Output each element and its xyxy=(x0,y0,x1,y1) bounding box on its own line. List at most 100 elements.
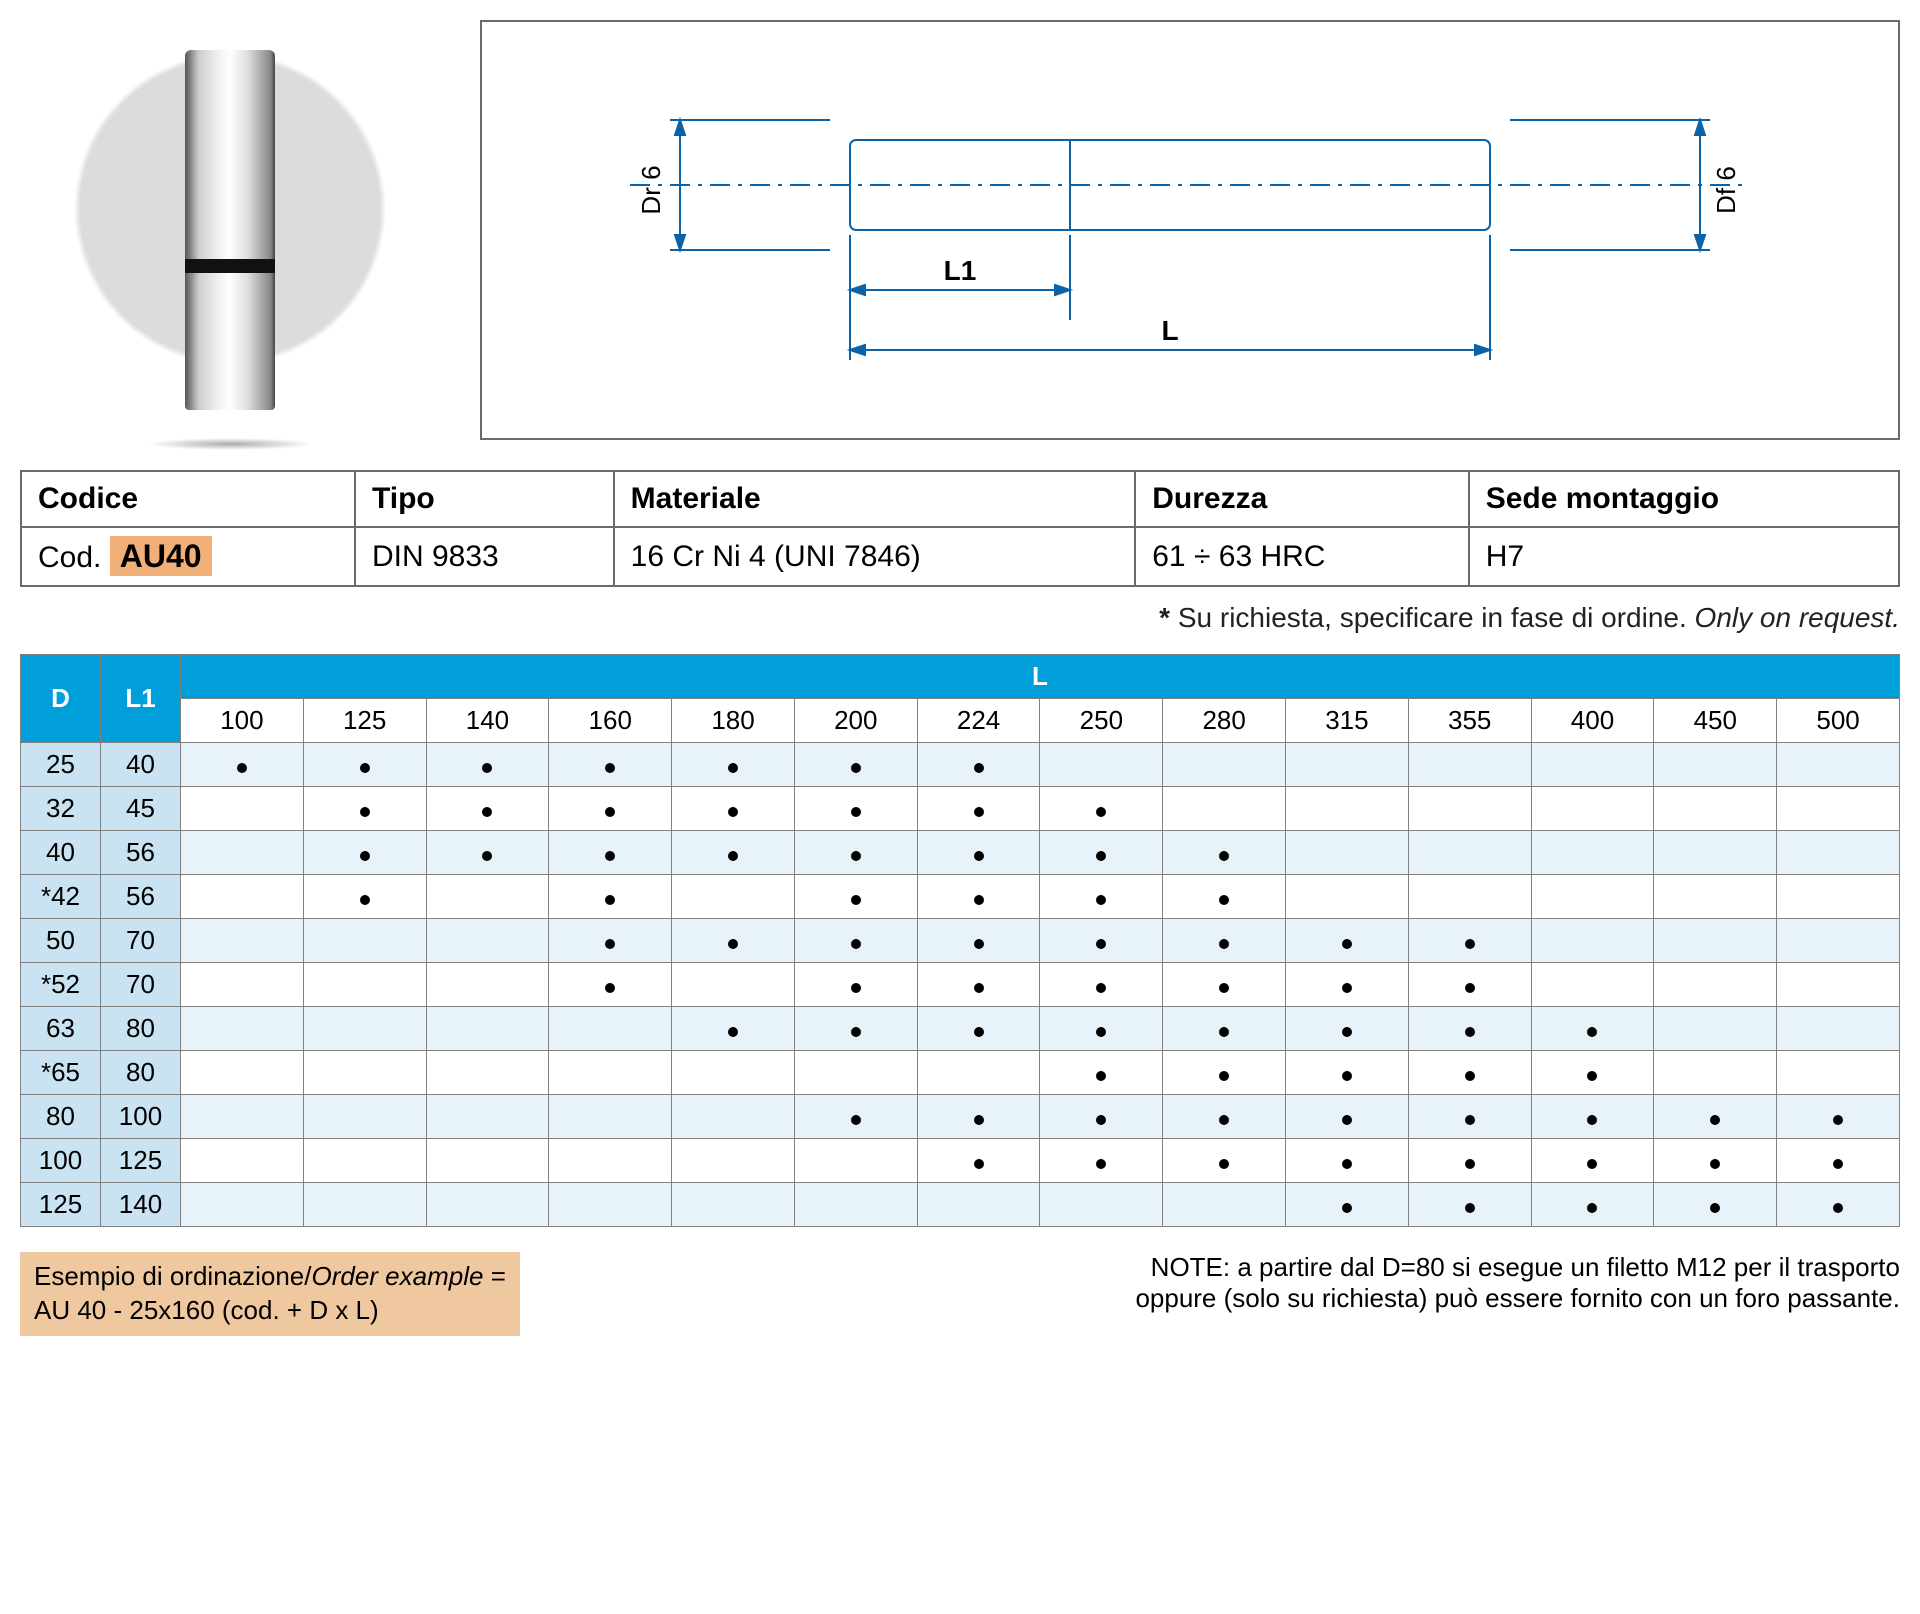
matrix-col-160: 160 xyxy=(549,699,672,743)
matrix-d-80: 80 xyxy=(21,1095,101,1139)
matrix-cell xyxy=(303,1183,426,1227)
dot-icon xyxy=(1219,851,1229,861)
dot-icon xyxy=(728,807,738,817)
matrix-cell xyxy=(426,875,549,919)
matrix-col-100: 100 xyxy=(181,699,304,743)
matrix-cell xyxy=(549,1095,672,1139)
matrix-cell xyxy=(549,1183,672,1227)
matrix-cell xyxy=(917,787,1040,831)
matrix-cell xyxy=(1163,831,1286,875)
matrix-cell xyxy=(181,875,304,919)
matrix-l1-63: 80 xyxy=(101,1007,181,1051)
matrix-cell xyxy=(672,963,795,1007)
matrix-cell xyxy=(303,1095,426,1139)
matrix-cell xyxy=(1163,787,1286,831)
matrix-cell xyxy=(917,875,1040,919)
top-section: Dr 6 Df 6 L1 L xyxy=(20,20,1900,440)
dot-icon xyxy=(482,851,492,861)
matrix-cell xyxy=(426,1051,549,1095)
matrix-cell xyxy=(549,1007,672,1051)
matrix-d-*65: *65 xyxy=(21,1051,101,1095)
matrix-d-32: 32 xyxy=(21,787,101,831)
matrix-cell xyxy=(1286,919,1409,963)
matrix-d-40: 40 xyxy=(21,831,101,875)
matrix-col-250: 250 xyxy=(1040,699,1163,743)
matrix-cell xyxy=(1531,1007,1654,1051)
dot-icon xyxy=(728,1027,738,1037)
dot-icon xyxy=(1219,1027,1229,1037)
matrix-cell xyxy=(672,743,795,787)
matrix-cell xyxy=(1408,1139,1531,1183)
matrix-cell xyxy=(917,963,1040,1007)
dot-icon xyxy=(360,895,370,905)
matrix-cell xyxy=(181,919,304,963)
matrix-cell xyxy=(1163,743,1286,787)
dot-icon xyxy=(1096,851,1106,861)
matrix-cell xyxy=(1408,1183,1531,1227)
dot-icon xyxy=(1096,939,1106,949)
dot-icon xyxy=(482,763,492,773)
dot-icon xyxy=(974,983,984,993)
matrix-l1-32: 45 xyxy=(101,787,181,831)
spec-v-codice: Cod. AU40 xyxy=(21,527,355,586)
matrix-cell xyxy=(549,1139,672,1183)
l1-label: L1 xyxy=(944,255,977,286)
dot-icon xyxy=(851,807,861,817)
matrix-cell xyxy=(1654,831,1777,875)
matrix-cell xyxy=(917,1051,1040,1095)
dot-icon xyxy=(851,983,861,993)
dot-icon xyxy=(605,895,615,905)
l-label: L xyxy=(1161,315,1178,346)
spec-v-tipo: DIN 9833 xyxy=(355,527,614,586)
matrix-cell xyxy=(794,1095,917,1139)
dot-icon xyxy=(360,807,370,817)
dot-icon xyxy=(1833,1159,1843,1169)
dot-icon xyxy=(1833,1203,1843,1213)
matrix-cell xyxy=(1408,1007,1531,1051)
matrix-cell xyxy=(426,743,549,787)
matrix-cell xyxy=(1654,1183,1777,1227)
dot-icon xyxy=(1219,1159,1229,1169)
matrix-cell xyxy=(1408,787,1531,831)
dot-icon xyxy=(1465,1071,1475,1081)
spec-table: Codice Tipo Materiale Durezza Sede monta… xyxy=(20,470,1900,587)
dot-icon xyxy=(1096,895,1106,905)
dot-icon xyxy=(605,939,615,949)
dot-icon xyxy=(1342,1159,1352,1169)
matrix-cell xyxy=(1040,963,1163,1007)
dot-icon xyxy=(1710,1203,1720,1213)
matrix-cell xyxy=(1531,919,1654,963)
order-l1a: Esempio di ordinazione/ xyxy=(34,1261,312,1291)
matrix-cell xyxy=(1408,831,1531,875)
matrix-cell xyxy=(549,875,672,919)
matrix-cell xyxy=(794,875,917,919)
matrix-col-500: 500 xyxy=(1777,699,1900,743)
matrix-cell xyxy=(1163,1183,1286,1227)
technical-diagram: Dr 6 Df 6 L1 L xyxy=(480,20,1900,440)
matrix-cell xyxy=(1777,963,1900,1007)
matrix-cell xyxy=(794,963,917,1007)
dot-icon xyxy=(1219,895,1229,905)
dot-icon xyxy=(605,851,615,861)
dot-icon xyxy=(1096,1071,1106,1081)
order-l2: AU 40 - 25x160 (cod. + D x L) xyxy=(34,1295,379,1325)
dot-icon xyxy=(1465,1159,1475,1169)
matrix-cell xyxy=(1654,919,1777,963)
matrix-cell xyxy=(917,1007,1040,1051)
dot-icon xyxy=(1710,1159,1720,1169)
dot-icon xyxy=(360,851,370,861)
matrix-cell xyxy=(1286,963,1409,1007)
matrix-cell xyxy=(917,1095,1040,1139)
dot-icon xyxy=(974,851,984,861)
spec-h-durezza: Durezza xyxy=(1135,471,1468,527)
footer-note-1: NOTE: a partire dal D=80 si esegue un fi… xyxy=(1151,1252,1900,1282)
matrix-cell xyxy=(1531,1183,1654,1227)
matrix-col-315: 315 xyxy=(1286,699,1409,743)
matrix-cell xyxy=(426,919,549,963)
diagram-svg: Dr 6 Df 6 L1 L xyxy=(522,80,1858,380)
dot-icon xyxy=(1219,1115,1229,1125)
matrix-cell xyxy=(1531,787,1654,831)
matrix-cell xyxy=(1654,1051,1777,1095)
footer-row: Esempio di ordinazione/Order example = A… xyxy=(20,1252,1900,1336)
matrix-cell xyxy=(1286,1007,1409,1051)
